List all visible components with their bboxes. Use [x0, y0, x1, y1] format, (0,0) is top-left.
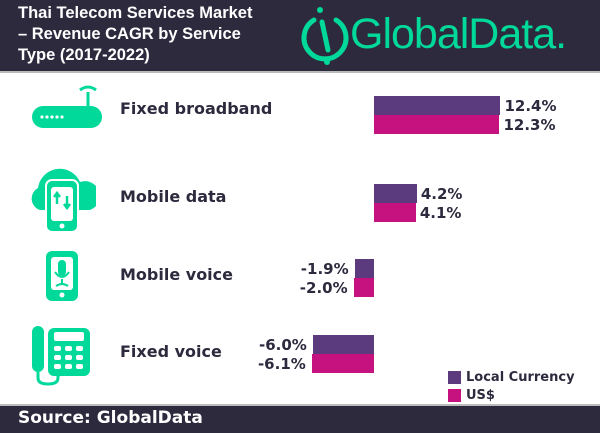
- category-label: Mobile voice: [120, 265, 233, 284]
- data-label: -6.0%: [258, 336, 307, 354]
- data-label: 4.2%: [420, 185, 463, 203]
- data-label: -2.0%: [299, 279, 348, 297]
- category-label: Mobile data: [120, 187, 227, 206]
- bar-usd: [374, 115, 500, 134]
- logo-text: GlobalData.: [350, 10, 567, 58]
- footer: Source: GlobalData: [0, 404, 600, 433]
- data-label: -1.9%: [300, 260, 349, 278]
- legend-item-usd: US$: [448, 388, 495, 403]
- bar-usd: [374, 203, 416, 222]
- mobile-voice-icon: [46, 251, 78, 301]
- chart-title: Thai Telecom Services Market – Revenue C…: [18, 4, 253, 64]
- mobile-data-icon: [31, 168, 96, 232]
- data-label: 12.3%: [503, 116, 556, 134]
- bar-local-currency: [374, 96, 501, 115]
- legend-label: US$: [466, 388, 495, 403]
- category-label: Fixed voice: [120, 342, 222, 361]
- data-label: 12.4%: [504, 97, 557, 115]
- category-label: Fixed broadband: [120, 99, 273, 118]
- fixed-phone-icon: [32, 326, 90, 386]
- data-label: 4.1%: [419, 204, 462, 222]
- bar-local-currency: [312, 335, 374, 354]
- legend-label: Local Currency: [466, 370, 575, 385]
- bar-local-currency: [354, 259, 374, 278]
- logo-icon: [301, 7, 349, 65]
- bar-usd: [353, 278, 374, 297]
- legend-swatch-local-currency: [448, 371, 461, 384]
- legend-swatch-usd: [448, 389, 461, 402]
- bar-local-currency: [374, 184, 417, 203]
- globaldata-logo: GlobalData.: [300, 4, 595, 66]
- legend-item-local-currency: Local Currency: [448, 370, 575, 385]
- source-text: Source: GlobalData: [18, 408, 203, 428]
- bar-usd: [311, 354, 374, 373]
- data-label: -6.1%: [257, 355, 306, 373]
- header: Thai Telecom Services Market – Revenue C…: [0, 0, 600, 73]
- router-icon: [32, 85, 102, 128]
